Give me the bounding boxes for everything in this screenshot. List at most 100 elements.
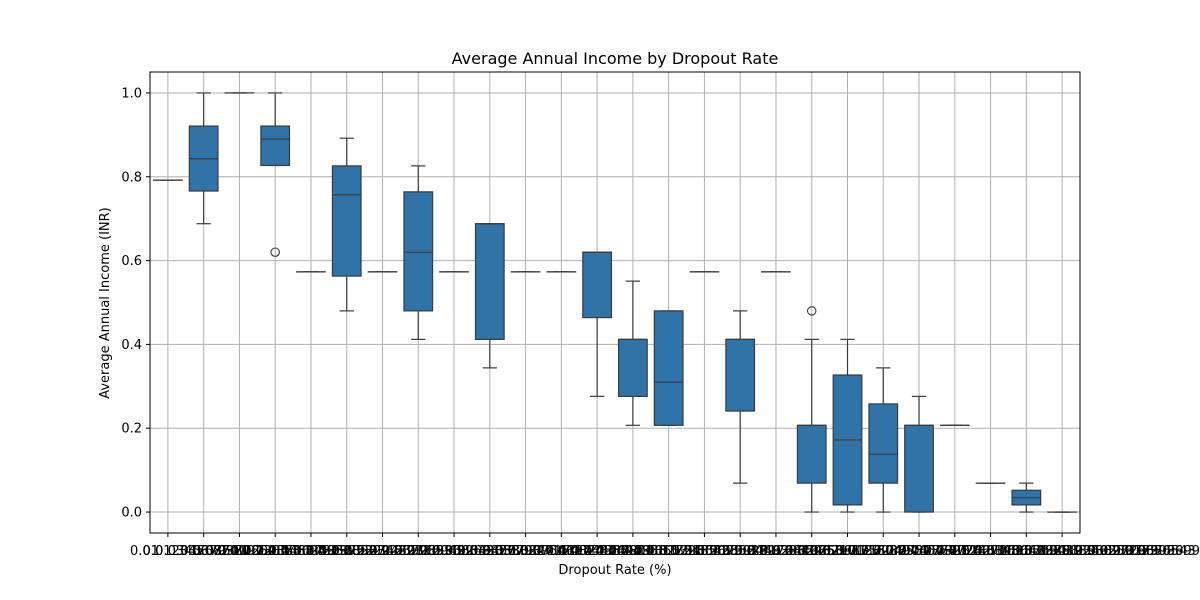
y-axis-label: Average Annual Income (INR) — [98, 207, 113, 399]
x-tick-label: 0.7407407 — [873, 544, 943, 559]
x-tick-label: 0.6172840 — [747, 544, 817, 559]
box-group — [725, 310, 756, 484]
box-group — [1011, 482, 1042, 513]
box-group — [653, 310, 684, 426]
x-tick-label: 0.4567901 — [584, 544, 654, 559]
box-iqr — [904, 424, 934, 513]
x-tick-label: 0.6049383 — [735, 544, 805, 559]
box-iqr — [796, 424, 827, 484]
x-tick-label: 0.1097305 — [218, 544, 288, 559]
box-iqr — [403, 191, 434, 312]
x-tick-label: 0.6666667 — [798, 544, 868, 559]
box-group — [474, 223, 505, 369]
box-iqr — [868, 403, 899, 484]
x-tick-label: 0.2716049 — [395, 544, 465, 559]
x-axis-label: Dropout Rate (%) — [558, 563, 671, 578]
x-tick-label: 0.3333333 — [458, 544, 528, 559]
x-tick-label: 0.4691358 — [596, 544, 666, 559]
x-tick-label: 0.3086420 — [432, 544, 502, 559]
box-iqr — [582, 251, 613, 319]
x-tick-label: 0.8765432 — [1012, 544, 1082, 559]
x-tick-label: 0.1481481 — [269, 544, 339, 559]
x-tick-label: 0.8888889 — [1025, 544, 1095, 559]
box-group — [617, 280, 648, 426]
x-tick-label: 0.5308642 — [659, 544, 729, 559]
x-tick-label: 0.4444444 — [571, 544, 641, 559]
x-tick-label: 0.0864197 — [193, 544, 263, 559]
x-tick-label: 0.8641975 — [999, 544, 1069, 559]
box-group — [832, 338, 863, 513]
x-tick-label: 0.5185185 — [647, 544, 717, 559]
x-tick-label: 0.3950617 — [521, 544, 591, 559]
boxes-layer — [152, 92, 1078, 513]
y-tick-label: 0.0 — [121, 506, 142, 521]
x-tick-label: 0.1358025 — [256, 544, 326, 559]
x-tick-label: 0.7160494 — [848, 544, 918, 559]
x-tick-label: 0.9135802 — [1050, 544, 1120, 559]
x-tick-label: 0.7037037 — [836, 544, 906, 559]
x-tick-label: 0.6543210 — [785, 544, 855, 559]
x-tick-label: 0.8395062 — [974, 544, 1044, 559]
box-iqr — [260, 125, 291, 167]
x-tick-label: 0.6913580 — [823, 544, 893, 559]
x-tick-label: 0.1209876 — [231, 544, 301, 559]
x-tick-label: 0.7901235 — [924, 544, 994, 559]
x-tick-label: 0.9753086 — [1113, 544, 1183, 559]
x-tick-label: 0.3703704 — [495, 544, 565, 559]
x-tick-label: 0.9506173 — [1088, 544, 1158, 559]
x-tick-label: 0.5061728 — [634, 544, 704, 559]
x-tick-label: 0.0370370 — [180, 544, 250, 559]
x-tick-label: 0.8271605 — [962, 544, 1032, 559]
x-tick-label: 0.4074074 — [533, 544, 603, 559]
x-tick-label: 0.0345679 — [155, 544, 225, 559]
x-tick-label: 0.8024691 — [936, 544, 1006, 559]
x-tick-label: 0.5679012 — [697, 544, 767, 559]
x-tick-label: 0.4197531 — [546, 544, 616, 559]
x-tick-label: 0.1604938 — [281, 544, 351, 559]
x-tick-label: 0.5555556 — [684, 544, 754, 559]
y-tick-label: 0.8 — [121, 170, 142, 185]
box-group — [796, 306, 827, 513]
x-tick-label: 0.2469136 — [369, 544, 439, 559]
x-tick-label: 0.9876543 — [1125, 544, 1195, 559]
x-tick-label: 0.7283951 — [861, 544, 931, 559]
box-group — [260, 92, 291, 257]
box-iqr — [474, 223, 505, 340]
y-ticks: 0.0 0.2 0.4 0.6 0.8 1.0 — [121, 86, 150, 521]
x-tick-label: 0.5925926 — [722, 544, 792, 559]
x-tick-label: 0.3456790 — [470, 544, 540, 559]
box-iqr — [331, 165, 362, 277]
x-tick-label: 0.0987654 — [206, 544, 276, 559]
x-tick-label: 0.4938272 — [621, 544, 691, 559]
x-tick-label: 0.01 — [130, 544, 159, 559]
x-tick-label: 0.2962963 — [420, 544, 490, 559]
box-group — [582, 251, 613, 397]
x-tick-label: 0.2098765 — [332, 544, 402, 559]
x-tick-label: 0.1728395 — [294, 544, 364, 559]
x-tick-label: 0.7654321 — [899, 544, 969, 559]
box-iqr — [725, 338, 756, 412]
x-tick-label: 0.1234568 — [243, 544, 313, 559]
x-tick-label: 0.9259259 — [1062, 544, 1132, 559]
y-tick-label: 0.6 — [121, 254, 142, 269]
x-tick-label: 0.9012346 — [1037, 544, 1107, 559]
x-tick-label: 0.6296296 — [760, 544, 830, 559]
x-tick-label: 0.2839506 — [407, 544, 477, 559]
x-tick-label: 0.2345679 — [357, 544, 427, 559]
x-tick-label: 0.2222222 — [344, 544, 414, 559]
box-group — [331, 137, 362, 312]
x-tick-label: 0.8148148 — [949, 544, 1019, 559]
box-group — [403, 165, 434, 340]
x-tick-label: 0.5432099 — [672, 544, 742, 559]
x-tick-label: 0.0370370 — [168, 544, 238, 559]
box-group — [904, 395, 934, 513]
outlier-point — [806, 306, 817, 316]
x-ticks: 0.010.012345670.03456790.03703700.037037… — [130, 533, 1200, 559]
x-tick-label: 0.3580247 — [483, 544, 553, 559]
x-tick-label: 0.4814815 — [609, 544, 679, 559]
x-tick-label: 0.4320988 — [558, 544, 628, 559]
y-tick-label: 0.2 — [121, 422, 142, 437]
x-tick-label: 0.9629630 — [1100, 544, 1170, 559]
